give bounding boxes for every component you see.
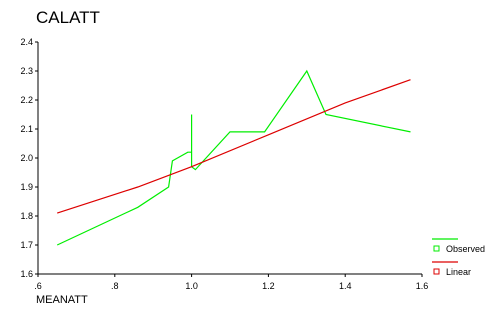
series-lines [56,69,411,246]
x-tick-label: .8 [111,281,119,291]
series-line-linear [57,79,411,214]
x-tick-label: .6 [34,281,42,291]
chart-title: CALATT [36,8,100,27]
y-tick-label: 1.7 [20,240,33,250]
axes [37,42,422,275]
x-tick-label: 1.0 [185,281,198,291]
y-tick-label: 1.6 [20,269,33,279]
legend-marker-observed [433,245,440,252]
legend-marker-linear [433,268,440,275]
y-tick-label: 1.9 [20,182,33,192]
x-tick-label: 1.4 [339,281,352,291]
y-tick-label: 2.0 [20,153,33,163]
y-tick-label: 2.4 [20,37,33,47]
legend-label-linear: Linear [446,267,471,277]
legend-label-observed: Observed [446,244,485,254]
y-tick-label: 2.2 [20,95,33,105]
y-tick-label: 1.8 [20,211,33,221]
legend: Observed Linear [432,238,485,277]
y-tick-label: 2.3 [20,66,33,76]
x-tick-label: 1.2 [262,281,275,291]
x-axis-label: MEANATT [36,294,88,306]
series-line-observed [56,69,411,246]
y-tick-label: 2.1 [20,124,33,134]
x-tick-label: 1.6 [416,281,429,291]
y-axis-ticks: 1.6 1.7 1.8 1.9 2.0 2.1 2.2 2.3 2.4 [20,37,38,279]
x-axis-ticks: .6 .8 1.0 1.2 1.4 1.6 [34,274,428,291]
